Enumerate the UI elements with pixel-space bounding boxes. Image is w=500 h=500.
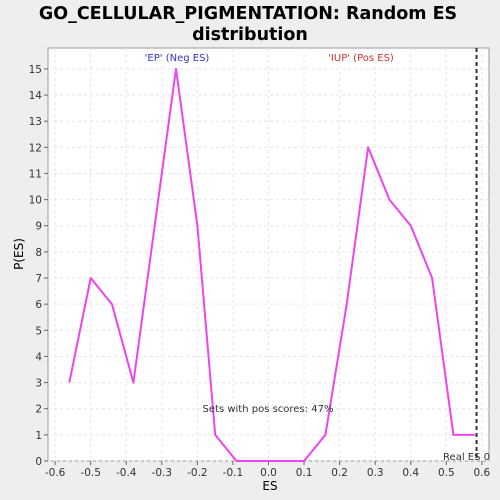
y-tick-label: 10 [29,195,42,207]
y-tick-label: 13 [29,116,42,128]
y-tick-label: 9 [35,221,42,233]
x-tick-label: -0.1 [223,467,244,479]
y-tick-label: 11 [29,168,42,180]
neg-es-label: 'EP' (Neg ES) [145,53,210,64]
pos-scores-text: Sets with pos scores: 47% [203,404,334,415]
y-tick-label: 2 [35,404,42,416]
x-tick-label: -0.2 [187,467,208,479]
x-tick-label: 0.4 [402,467,419,479]
y-tick-label: 5 [35,325,42,337]
y-tick-label: 14 [29,90,43,102]
y-tick-label: 7 [35,273,42,285]
y-tick-label: 4 [35,351,42,363]
pos-es-label: 'IUP' (Pos ES) [328,53,394,64]
y-tick-label: 8 [35,247,42,259]
x-tick-label: 0.2 [331,467,348,479]
y-tick-label: 15 [29,64,42,76]
grid [48,48,489,462]
chart-title-line-1: GO_CELLULAR_PIGMENTATION: Random ES [39,4,457,24]
y-tick-label: 0 [35,456,42,468]
x-tick-label: -0.4 [116,467,137,479]
y-tick-label: 6 [35,299,42,311]
y-tick-label: 3 [35,378,42,390]
x-tick-label: 0.3 [367,467,384,479]
series-group [68,67,475,462]
x-tick-label: -0.3 [152,467,173,479]
x-tick-label: 0.5 [438,467,455,479]
x-tick-label: -0.6 [45,467,66,479]
chart-title-line-2: distribution [192,25,308,45]
real-es-label: Real ES 0 [443,452,490,463]
y-tick-label: 12 [29,142,42,154]
y-tick-label: 1 [35,430,42,442]
x-tick-label: -0.5 [80,467,101,479]
x-axis-ticks: -0.6 -0.5 -0.4 -0.3 -0.2 -0.1 0.0 0.1 0.2 0.3 0.4 0… [45,461,491,479]
x-axis-label: ES [262,479,277,493]
x-tick-label: 0.0 [260,467,277,479]
x-tick-label: 0.1 [296,467,313,479]
x-tick-label: 0.6 [474,467,491,479]
series-line [68,67,475,462]
y-axis-label: P(ES) [12,238,26,270]
